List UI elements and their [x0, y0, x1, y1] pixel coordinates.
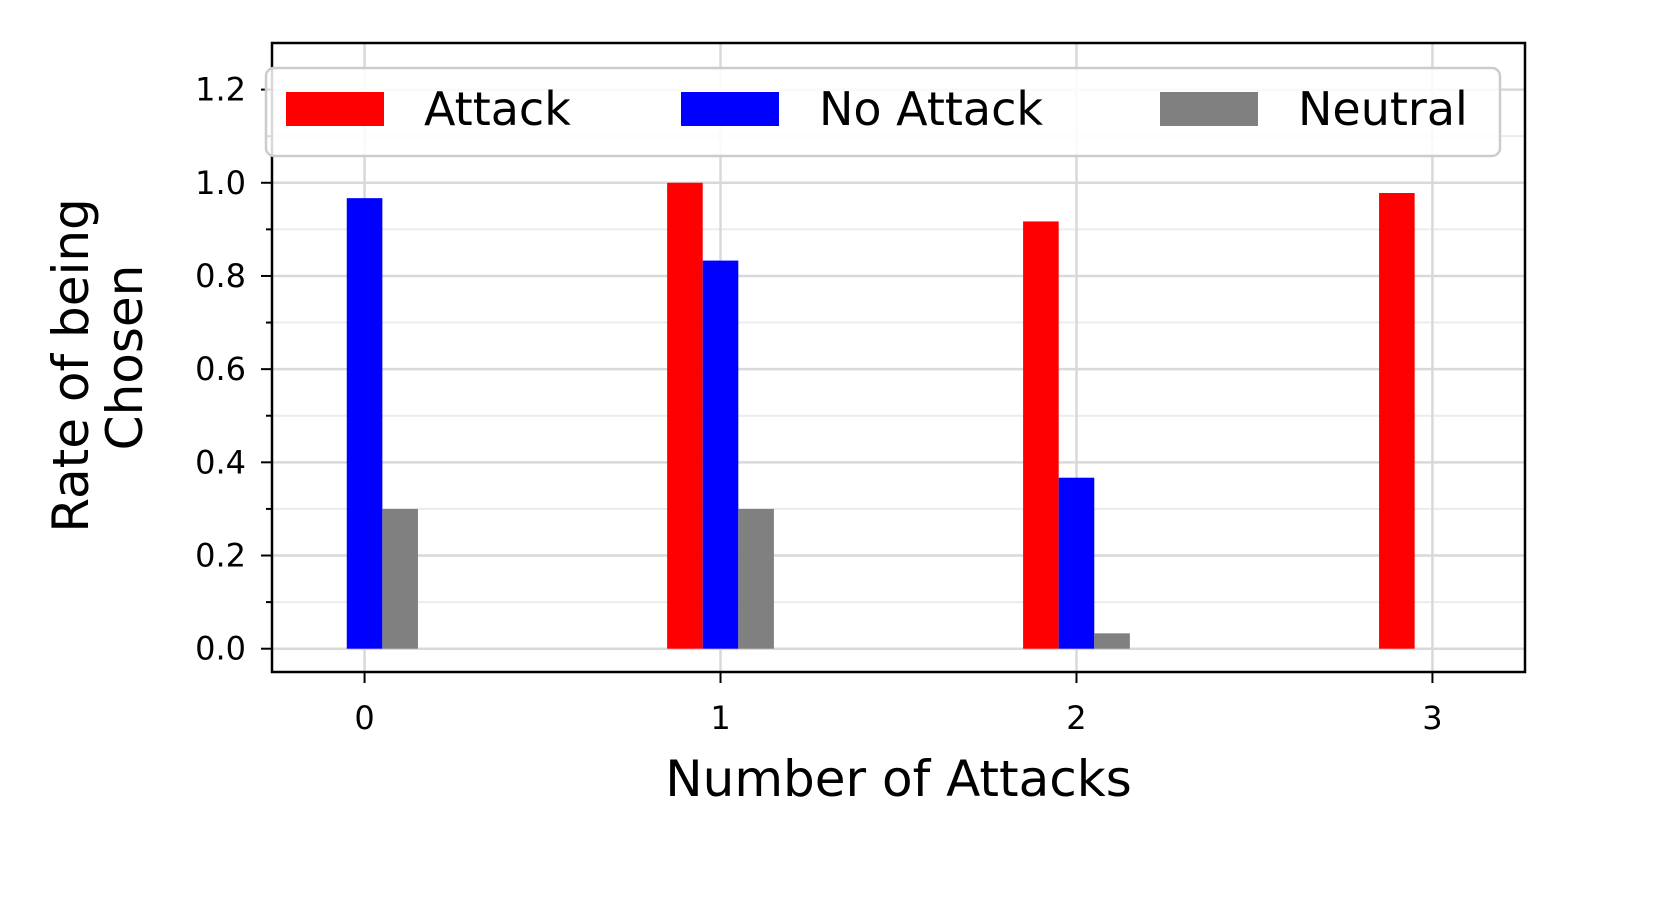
x-tick-label: 1	[710, 699, 730, 737]
y-tick-label: 0.0	[195, 630, 246, 668]
y-tick-label: 0.2	[195, 537, 246, 575]
x-tick-label: 3	[1422, 699, 1442, 737]
legend-swatch-attack	[286, 92, 384, 126]
bars	[346, 182, 1415, 649]
bar-neutral-1	[738, 508, 774, 649]
bar-attack-1	[667, 182, 703, 649]
y-axis-title-line-2: Chosen	[96, 265, 154, 451]
legend-label-neutral: Neutral	[1298, 82, 1468, 136]
bar-attack-3	[1379, 193, 1415, 649]
legend-swatch-neutral	[1160, 92, 1258, 126]
bar-no-attack-2	[1058, 477, 1095, 649]
y-axis-title: Rate of being Chosen	[42, 182, 154, 532]
y-tick-label: 0.6	[195, 350, 246, 388]
bar-neutral-0	[382, 508, 418, 649]
legend-box	[264, 66, 1502, 158]
x-tick-label: 0	[354, 699, 374, 737]
y-tick-label: 0.4	[195, 443, 246, 481]
y-tick-label: 0.8	[195, 257, 246, 295]
legend-label-no-attack: No Attack	[819, 82, 1043, 136]
bar-attack-2	[1023, 221, 1059, 649]
plot-frame	[270, 41, 1527, 674]
x-axis-title: Number of Attacks	[665, 750, 1132, 808]
y-tick-label: 1.0	[195, 164, 246, 202]
y-axis-title-line-1: Rate of being	[42, 198, 100, 532]
bar-neutral-2	[1094, 633, 1130, 649]
legend-swatch-no-attack	[681, 92, 779, 126]
bar-no-attack-1	[702, 260, 739, 649]
legend: Attack No Attack Neutral	[264, 66, 1502, 158]
legend-label-attack: Attack	[424, 82, 571, 136]
y-tick-label: 1.2	[195, 71, 246, 109]
bar-no-attack-0	[346, 198, 383, 649]
x-tick-label: 2	[1066, 699, 1086, 737]
